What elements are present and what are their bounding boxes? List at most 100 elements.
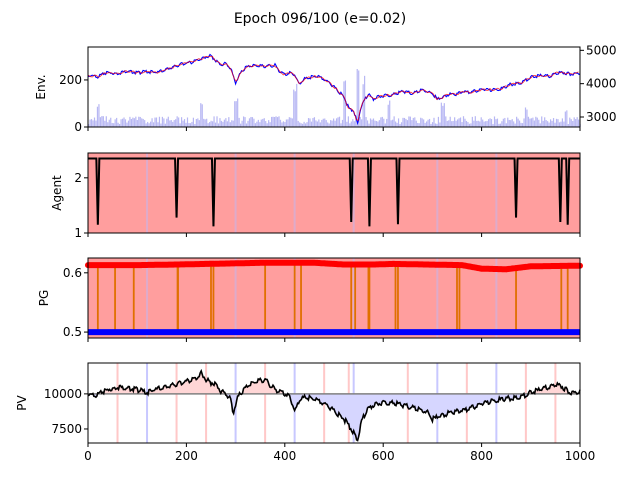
volume-bar <box>217 123 220 127</box>
volume-bar <box>418 123 420 127</box>
pg-marker-band <box>495 258 498 338</box>
volume-bar <box>347 116 349 127</box>
volume-bar <box>248 118 251 127</box>
volume-bar <box>290 117 292 127</box>
volume-bar <box>110 117 112 127</box>
volume-bar <box>341 119 344 127</box>
volume-bar <box>485 121 487 127</box>
volume-bar <box>313 117 316 127</box>
volume-bar <box>191 121 193 127</box>
volume-bar <box>545 120 547 127</box>
pg-high-series <box>85 259 583 273</box>
volume-bar <box>228 117 230 127</box>
volume-bar <box>544 117 546 127</box>
y-tick-label: 0.5 <box>63 325 82 339</box>
volume-bar <box>113 123 115 127</box>
volume-bar <box>327 122 329 127</box>
pv-gain-area <box>88 371 580 394</box>
env-axes-frame <box>87 46 581 128</box>
volume-bar <box>368 123 370 127</box>
volume-bar <box>201 104 203 127</box>
volume-bar <box>315 120 317 127</box>
volume-bar <box>498 123 500 127</box>
volume-bar <box>148 123 150 127</box>
volume-bar <box>195 118 197 127</box>
volume-bar <box>560 121 562 127</box>
volume-bar <box>423 119 425 127</box>
volume-bar <box>132 117 134 127</box>
volume-bar <box>514 123 516 127</box>
volume-bar <box>245 123 248 127</box>
volume-bar <box>183 119 186 127</box>
pg-marker-band <box>436 258 439 338</box>
volume-bar <box>304 123 307 127</box>
volume-bar <box>244 117 246 127</box>
y-tick-label: 0.6 <box>63 266 82 280</box>
volume-bar <box>502 118 504 127</box>
volume-bar <box>402 117 404 127</box>
volume-bar <box>526 109 528 127</box>
volume-bar <box>434 123 437 127</box>
volume-bar <box>161 116 163 127</box>
volume-bar <box>225 118 227 127</box>
volume-bar <box>214 122 217 127</box>
volume-bar <box>344 80 347 127</box>
volume-bar <box>154 117 156 127</box>
volume-bar <box>411 120 413 127</box>
volume-bar <box>464 118 466 127</box>
volume-bar <box>493 116 496 127</box>
volume-bar <box>392 119 394 127</box>
volume-bar <box>222 121 224 127</box>
volume-bar <box>254 123 256 127</box>
volume-bar <box>461 122 463 127</box>
volume-bar <box>151 118 153 127</box>
volume-bar <box>145 123 147 127</box>
volume-bar <box>486 120 488 127</box>
volume-bar <box>102 116 104 127</box>
volume-bar <box>452 120 454 127</box>
volume-bar <box>424 122 426 127</box>
agent-marker-band <box>234 153 237 233</box>
volume-bar <box>533 120 535 127</box>
volume-bar <box>211 121 214 127</box>
volume-bar <box>297 120 299 127</box>
volume-bar <box>334 120 336 127</box>
pg-y-axis-label: PG <box>37 290 51 307</box>
volume-bar <box>271 116 273 127</box>
volume-bar <box>572 121 574 127</box>
volume-bar <box>431 122 434 127</box>
volume-bar <box>130 118 133 127</box>
volume-bar <box>164 123 166 127</box>
volume-bar <box>417 123 419 127</box>
volume-bar <box>462 116 465 127</box>
volume-bar <box>454 117 456 127</box>
volume-bar <box>340 123 342 127</box>
volume-bar <box>458 118 460 127</box>
volume-bar <box>247 120 249 127</box>
volume-bar <box>532 117 534 127</box>
volume-bar <box>482 119 484 127</box>
volume-bar <box>89 119 91 127</box>
volume-bar <box>451 121 453 127</box>
volume-bar <box>160 123 162 127</box>
volume-bar <box>266 123 268 127</box>
volume-bar <box>92 120 94 127</box>
volume-bar <box>204 119 206 127</box>
volume-bar <box>369 118 372 127</box>
volume-bar <box>504 117 506 127</box>
x-tick-label: 0 <box>84 449 92 463</box>
volume-bar <box>324 118 326 127</box>
volume-bar <box>124 119 127 127</box>
volume-bar <box>492 124 494 127</box>
agent-marker-band <box>352 153 355 233</box>
volume-bar <box>259 122 261 127</box>
volume-bar <box>474 116 476 127</box>
volume-bar <box>375 121 378 127</box>
volume-bar <box>319 122 321 127</box>
volume-bar <box>538 119 540 127</box>
pv-red-marker <box>116 363 119 443</box>
volume-bar <box>275 116 277 127</box>
volume-bar <box>470 123 472 127</box>
pg-panel: PG 0.5 0.6 <box>37 257 583 339</box>
volume-bar <box>216 116 218 127</box>
